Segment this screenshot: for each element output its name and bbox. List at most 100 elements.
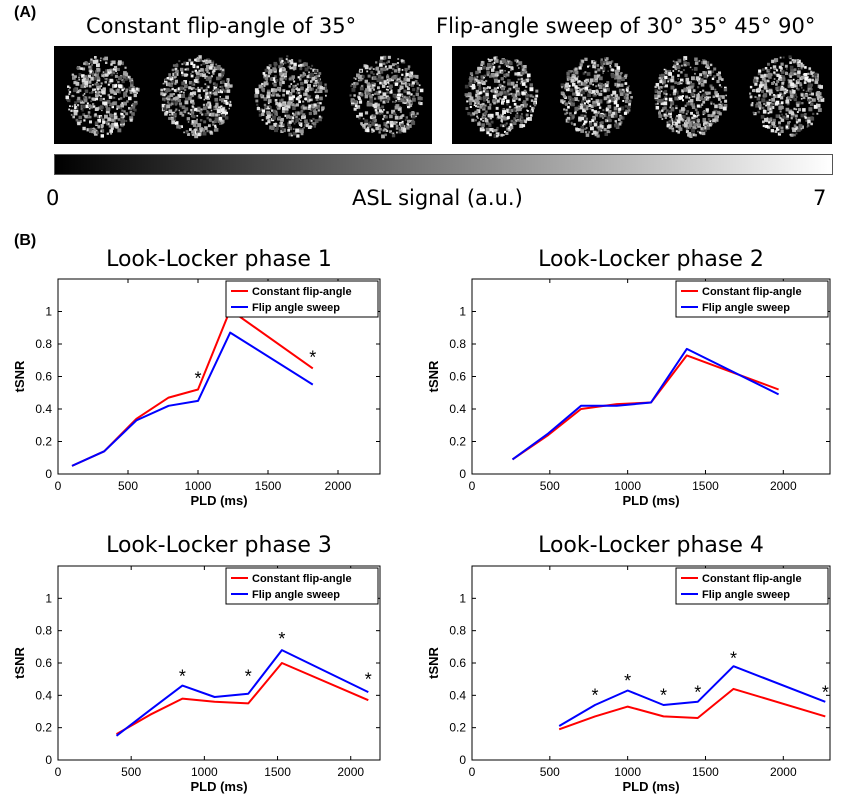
y-tick-label: 0: [45, 753, 52, 767]
legend-entry: Constant flip-angle: [252, 286, 352, 298]
legend-box: [225, 280, 379, 318]
chart-title: Look-Locker phase 4: [538, 533, 764, 558]
legend-entry: Constant flip-angle: [702, 573, 802, 585]
significance-star: *: [365, 670, 372, 690]
flip-angle-sweep-heading: Flip-angle sweep of 30° 35° 45° 90°: [436, 14, 816, 38]
constant-brain-slice-2: [160, 55, 233, 139]
y-tick-label: 0.4: [449, 688, 466, 702]
plot-area: [57, 278, 381, 475]
y-axis-label: tSNR: [12, 647, 27, 679]
x-axis-label: PLD (ms): [622, 779, 679, 794]
panel-a-label: (A): [14, 4, 37, 21]
flip-angle-sweep-brain-images: [452, 46, 832, 144]
colorbar-max-label: 7: [813, 186, 827, 210]
plot-area: [57, 565, 381, 761]
x-tick-label: 500: [540, 765, 560, 779]
series-line-flip-angle-sweep: [558, 665, 826, 727]
significance-star: *: [245, 666, 252, 686]
legend: Constant flip-angle Flip angle sweep: [225, 567, 379, 605]
x-tick-label: 1000: [191, 765, 218, 779]
colorbar-min-label: 0: [46, 186, 60, 210]
significance-star: *: [278, 629, 285, 649]
x-tick-label: 0: [469, 479, 476, 493]
plot-area: [471, 565, 831, 761]
x-tick-label: 1000: [614, 479, 641, 493]
x-tick-label: 1500: [692, 765, 719, 779]
legend: Constant flip-angle Flip angle sweep: [675, 567, 829, 605]
y-tick-label: 0.8: [449, 337, 466, 351]
series-line-constant-flip-angle: [558, 687, 826, 731]
series-line-flip-angle-sweep: [115, 649, 369, 737]
y-tick-label: 0: [459, 753, 466, 767]
y-tick-label: 0.2: [35, 721, 52, 735]
constant-brain-slice-1: [65, 56, 140, 138]
x-tick-label: 1500: [264, 765, 291, 779]
chart-1: Look-Locker phase 1 0 500 1000 1500 2000 0 0.2 0…: [12, 247, 381, 508]
x-tick-label: 0: [469, 765, 476, 779]
significance-star: *: [660, 686, 667, 706]
y-tick-label: 1: [459, 305, 466, 319]
legend-entry: Flip angle sweep: [702, 589, 790, 601]
x-tick-label: 0: [55, 765, 62, 779]
legend-entry: Flip angle sweep: [702, 302, 790, 314]
y-tick-label: 0.2: [449, 435, 466, 449]
significance-star: *: [624, 671, 631, 691]
significance-star: *: [730, 649, 737, 669]
chart-title: Look-Locker phase 1: [106, 247, 332, 272]
significance-star: *: [822, 682, 829, 702]
constant-flip-angle-brain-images: [54, 46, 432, 144]
series-line-flip-angle-sweep: [511, 347, 780, 461]
y-axis-label: tSNR: [12, 360, 27, 392]
x-tick-label: 1500: [692, 479, 719, 493]
constant-flip-angle-heading: Constant flip-angle of 35°: [86, 14, 357, 38]
sweep-brain-slice-4: [749, 55, 825, 137]
constant-brain-slice-3: [254, 55, 328, 138]
significance-star: *: [694, 682, 701, 702]
x-tick-label: 0: [55, 479, 62, 493]
legend-entry: Constant flip-angle: [252, 573, 352, 585]
sweep-brain-slice-3: [654, 56, 728, 138]
series-line-constant-flip-angle: [116, 662, 369, 735]
significance-star: *: [591, 686, 598, 706]
plot-area: [471, 278, 831, 475]
y-tick-label: 1: [45, 305, 52, 319]
y-tick-label: 0.2: [449, 721, 466, 735]
series-line-constant-flip-angle: [71, 308, 314, 467]
x-tick-label: 500: [540, 479, 560, 493]
significance-star: *: [227, 289, 234, 309]
y-tick-label: 0.8: [35, 624, 52, 638]
legend-box: [675, 280, 829, 318]
series-line-constant-flip-angle: [511, 354, 779, 461]
y-tick-label: 0.8: [35, 337, 52, 351]
chart-3: Look-Locker phase 3 0 500 1000 1500 2000 0 0.2 0…: [12, 533, 381, 794]
legend-box: [225, 567, 379, 605]
y-tick-label: 1: [45, 591, 52, 605]
y-tick-label: 0.6: [449, 656, 466, 670]
chart-2: Look-Locker phase 2 0 500 1000 1500 2000 0 0.2 0…: [426, 247, 831, 508]
legend: Constant flip-angle Flip angle sweep: [225, 280, 379, 318]
x-axis-label: PLD (ms): [622, 493, 679, 508]
series-line-flip-angle-sweep: [71, 331, 314, 467]
significance-star: *: [179, 666, 186, 686]
y-tick-label: 0.2: [35, 435, 52, 449]
legend-entry: Flip angle sweep: [252, 589, 340, 601]
x-tick-label: 500: [118, 479, 138, 493]
x-tick-label: 2000: [325, 479, 352, 493]
legend: Constant flip-angle Flip angle sweep: [675, 280, 829, 318]
chart-title: Look-Locker phase 2: [538, 247, 764, 272]
asl-signal-colorbar: [54, 154, 833, 175]
y-tick-label: 0.8: [449, 624, 466, 638]
chart-4: Look-Locker phase 4 0 500 1000 1500 2000 0 0.2 0…: [426, 533, 831, 794]
y-tick-label: 0: [45, 467, 52, 481]
y-tick-label: 0.4: [35, 402, 52, 416]
x-axis-label: PLD (ms): [190, 493, 247, 508]
significance-star: *: [194, 369, 201, 389]
y-tick-label: 0: [459, 467, 466, 481]
x-tick-label: 1000: [614, 765, 641, 779]
chart-title: Look-Locker phase 3: [106, 533, 332, 558]
x-tick-label: 2000: [770, 479, 797, 493]
sweep-brain-slice-1: [464, 56, 539, 138]
x-tick-label: 1000: [185, 479, 212, 493]
colorbar-title: ASL signal (a.u.): [352, 186, 523, 210]
x-tick-label: 2000: [770, 765, 797, 779]
